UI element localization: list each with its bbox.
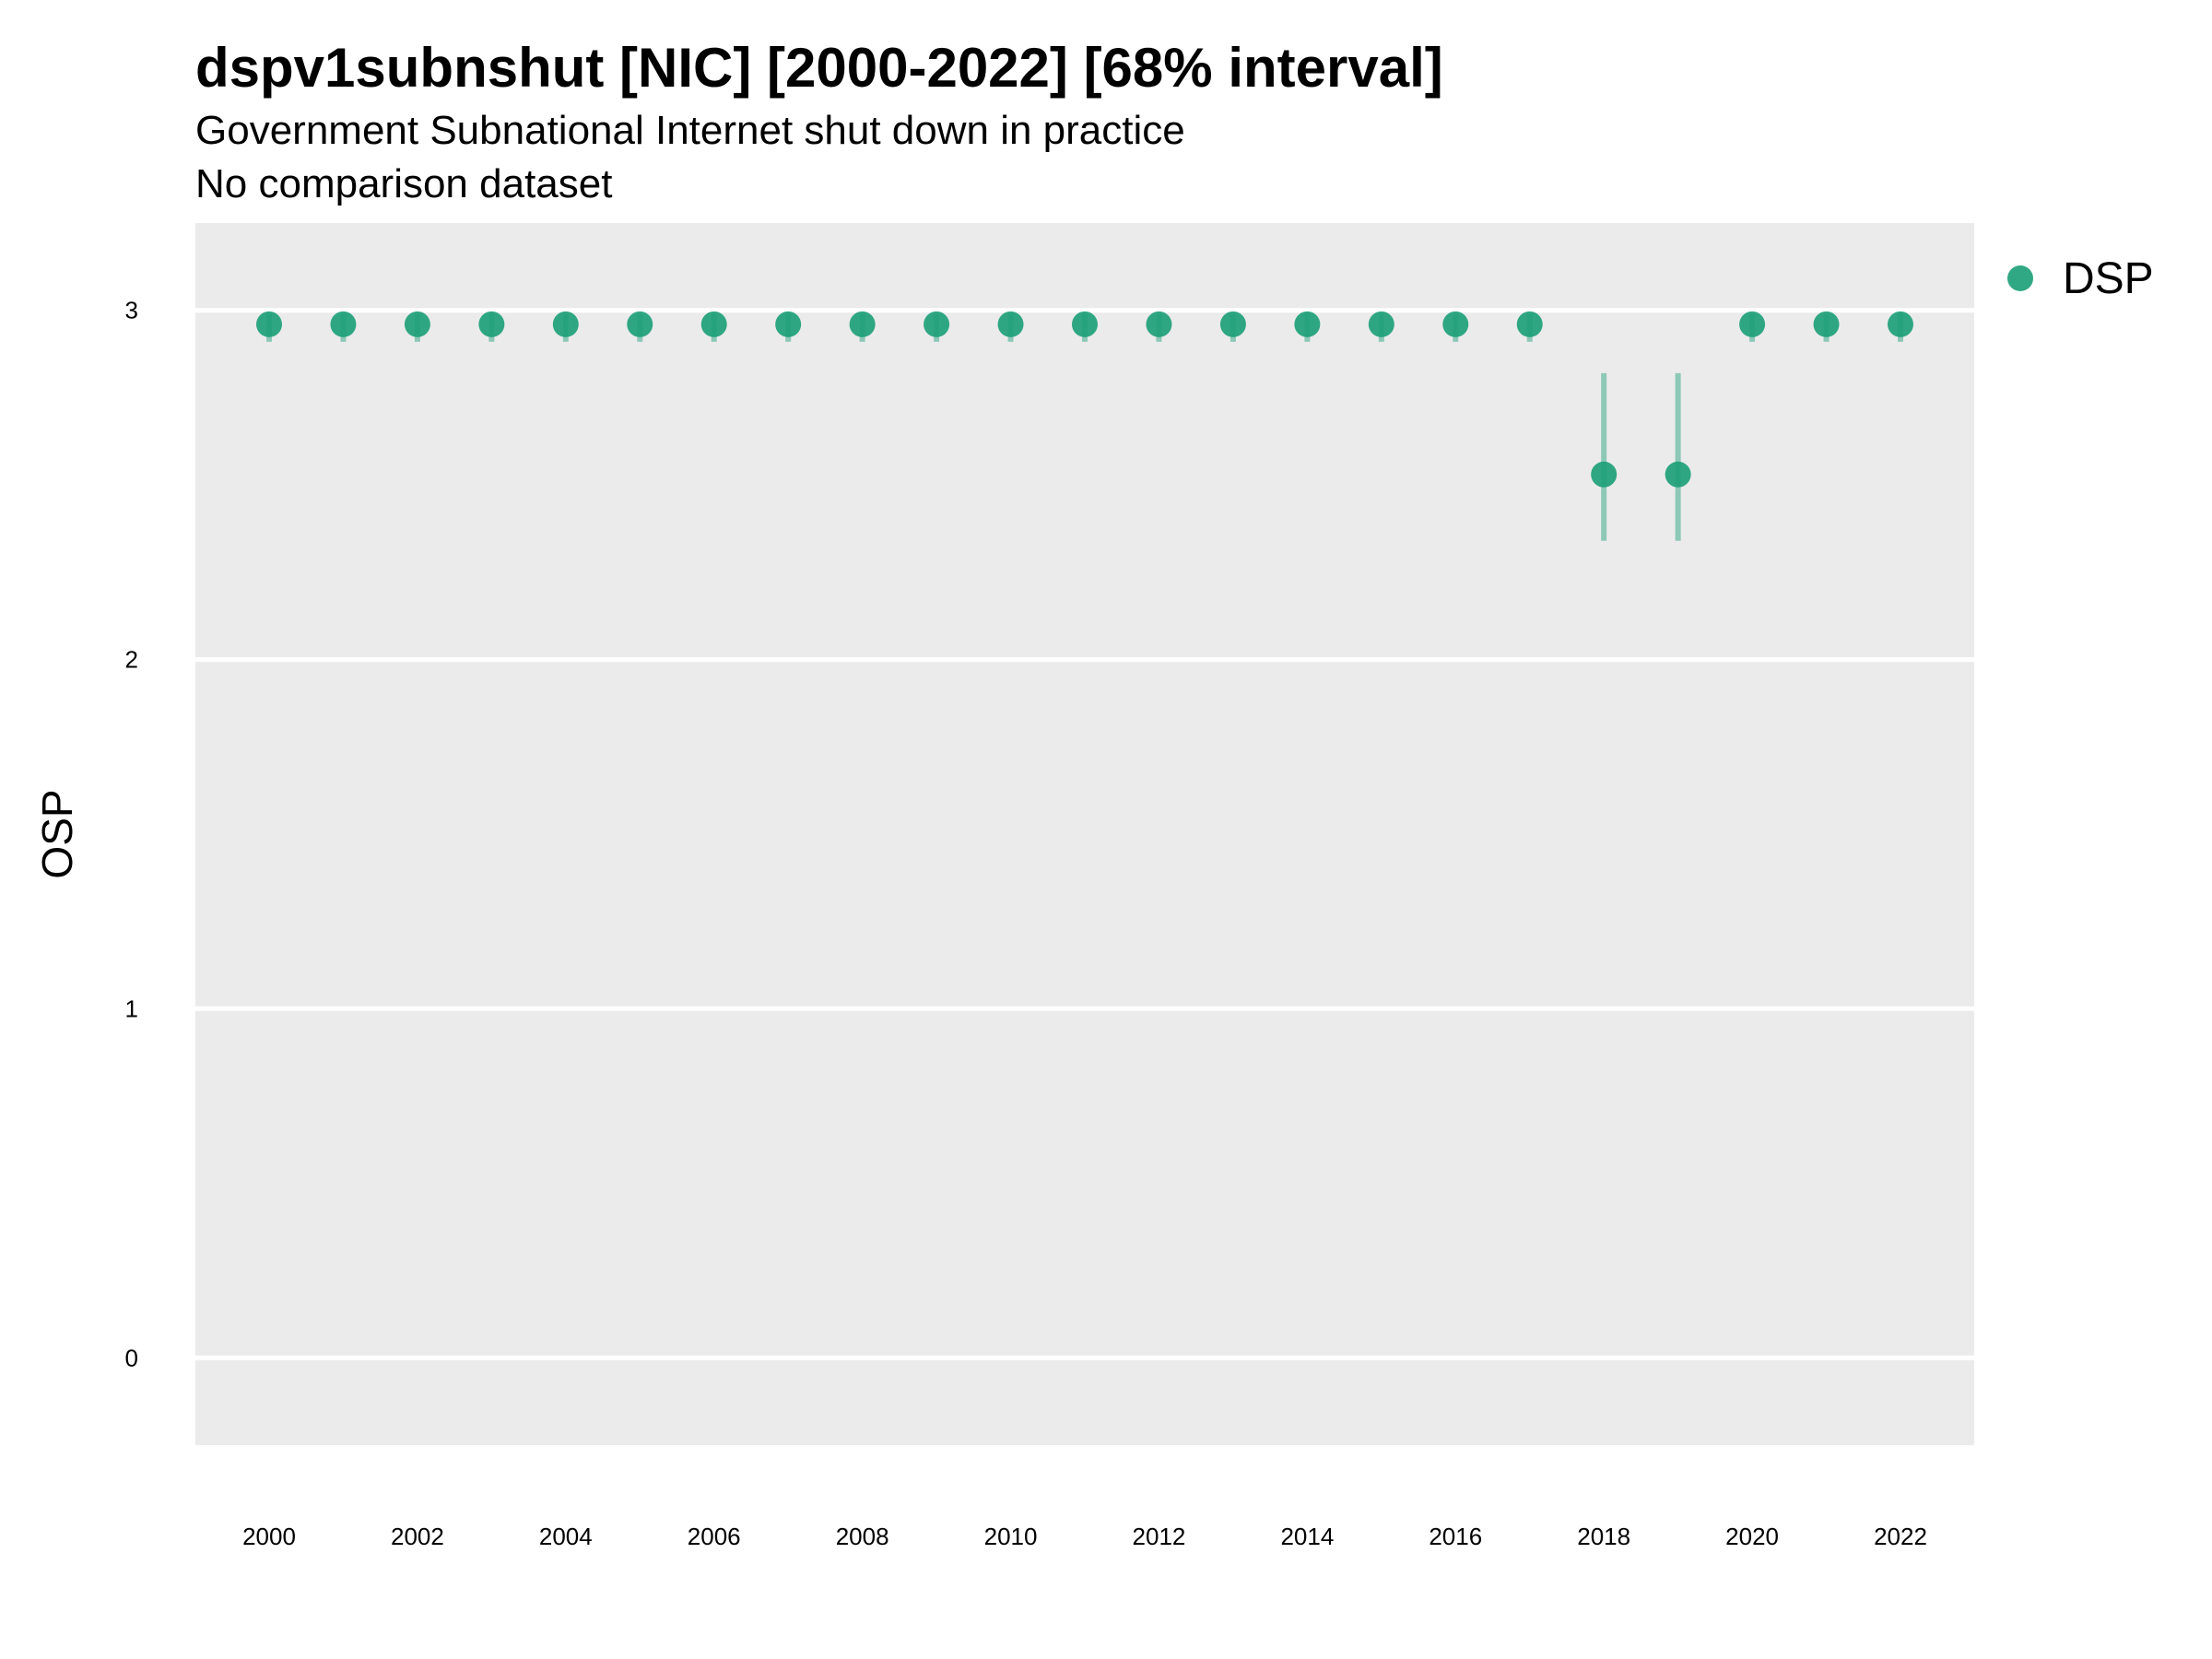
y-tick-labels: 0 1 2 3 (125, 297, 138, 1372)
y-axis-label: OSP (33, 789, 81, 878)
legend: DSP (2007, 254, 2154, 303)
legend-marker (2007, 265, 2033, 291)
legend-label-dsp: DSP (2063, 254, 2154, 303)
chart-title: dspv1subnshut [NIC] [2000-2022] [68% int… (195, 37, 1443, 99)
data-point-2007 (775, 311, 802, 337)
data-point-2002 (404, 311, 430, 337)
x-tick-label-2022: 2022 (1874, 1523, 1927, 1550)
data-point-2022 (1888, 311, 1913, 337)
data-point-2010 (997, 311, 1024, 337)
data-point-2014 (1294, 311, 1321, 337)
y-tick-label-2: 2 (125, 646, 138, 674)
x-tick-label-2020: 2020 (1725, 1523, 1779, 1550)
data-point-2001 (330, 311, 357, 337)
data-point-2003 (478, 311, 505, 337)
data-point-2004 (552, 311, 579, 337)
data-point-2013 (1219, 311, 1246, 337)
x-tick-label-2016: 2016 (1429, 1523, 1482, 1550)
gridlines (195, 308, 1974, 1360)
x-tick-label-2002: 2002 (391, 1523, 444, 1550)
x-tick-label-2006: 2006 (688, 1523, 741, 1550)
data-point-2015 (1368, 311, 1394, 337)
data-point-2018 (1591, 461, 1618, 488)
x-tick-label-2000: 2000 (242, 1523, 296, 1550)
x-tick-label-2014: 2014 (1280, 1523, 1334, 1550)
x-tick-label-2008: 2008 (836, 1523, 889, 1550)
y-tick-label-1: 1 (125, 994, 138, 1022)
data-point-2006 (700, 311, 727, 337)
y-tick-label-3: 3 (125, 297, 138, 324)
data-point-2008 (849, 311, 876, 337)
data-point-2016 (1442, 311, 1469, 337)
plot-panel (195, 223, 1974, 1445)
data-point-2000 (256, 311, 282, 337)
data-point-2005 (627, 311, 653, 337)
data-point-2019 (1665, 461, 1691, 488)
x-tick-label-2010: 2010 (984, 1523, 1038, 1550)
data-points (256, 311, 1913, 488)
x-tick-labels: 2000 2002 2004 2006 2008 2010 2012 2014 2016 2018… (242, 1523, 1927, 1550)
x-tick-label-2018: 2018 (1577, 1523, 1630, 1550)
x-tick-label-2004: 2004 (539, 1523, 593, 1550)
x-tick-label-2012: 2012 (1133, 1523, 1186, 1550)
data-point-2017 (1516, 311, 1543, 337)
data-point-2011 (1072, 311, 1098, 337)
data-point-2012 (1146, 311, 1172, 337)
data-point-2020 (1739, 311, 1766, 337)
chart-subtitle: Government Subnational Internet shut dow… (195, 108, 1185, 153)
data-point-2009 (924, 311, 950, 337)
y-tick-label-0: 0 (125, 1344, 138, 1371)
chart-caption: No comparison dataset (195, 161, 612, 206)
data-point-2021 (1813, 311, 1840, 337)
